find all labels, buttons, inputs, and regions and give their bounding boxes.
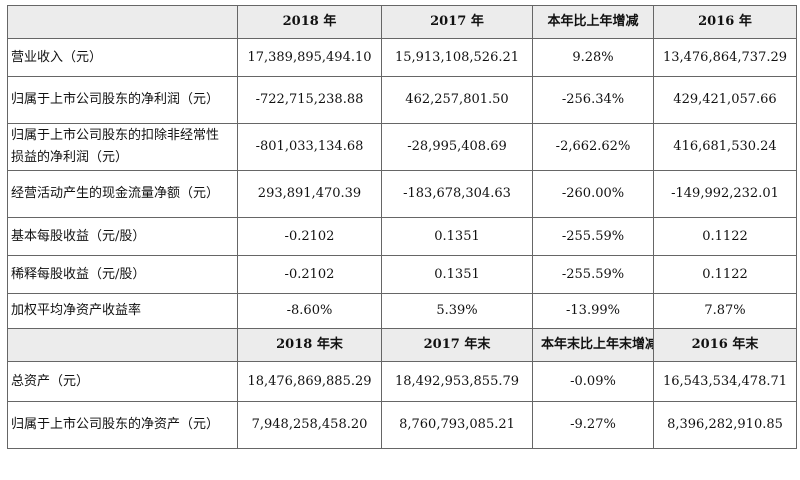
header-cell: 本年比上年增减 [532,5,654,39]
row-label: 总资产（元） [7,361,238,402]
value-cell: 7.87% [653,293,797,329]
header-cell: 2016 年 [653,5,797,39]
header-row-year-end: 2018 年末 2017 年末 本年末比上年末增减 2016 年末 [7,328,797,362]
value-cell: 293,891,470.39 [237,170,382,218]
value-cell: 0.1351 [381,255,533,294]
value-cell: -9.27% [532,401,654,449]
value-cell: 8,396,282,910.85 [653,401,797,449]
header-cell: 本年末比上年末增减 [532,328,654,362]
value-cell: 18,476,869,885.29 [237,361,382,402]
table-row: 加权平均净资产收益率 -8.60% 5.39% -13.99% 7.87% [7,293,797,329]
table-row: 归属于上市公司股东的净资产（元） 7,948,258,458.20 8,760,… [7,401,797,449]
value-cell: 5.39% [381,293,533,329]
value-cell: -2,662.62% [532,123,654,171]
table-row: 归属于上市公司股东的扣除非经常性损益的净利润（元） -801,033,134.6… [7,123,797,171]
value-cell: 7,948,258,458.20 [237,401,382,449]
header-cell: 2018 年末 [237,328,382,362]
value-cell: -28,995,408.69 [381,123,533,171]
value-cell: 416,681,530.24 [653,123,797,171]
header-blank-cell [7,328,238,362]
value-cell: 8,760,793,085.21 [381,401,533,449]
value-cell: 17,389,895,494.10 [237,38,382,77]
value-cell: 429,421,057.66 [653,76,797,124]
row-label: 基本每股收益（元/股） [7,217,238,256]
value-cell: -260.00% [532,170,654,218]
value-cell: -256.34% [532,76,654,124]
financial-summary-table: 2018 年 2017 年 本年比上年增减 2016 年 营业收入（元） 17,… [7,5,797,449]
header-cell: 2017 年 [381,5,533,39]
header-cell: 2018 年 [237,5,382,39]
header-blank-cell [7,5,238,39]
table-row: 归属于上市公司股东的净利润（元） -722,715,238.88 462,257… [7,76,797,124]
value-cell: -183,678,304.63 [381,170,533,218]
header-row-annual: 2018 年 2017 年 本年比上年增减 2016 年 [7,5,797,39]
value-cell: -0.2102 [237,255,382,294]
row-label: 加权平均净资产收益率 [7,293,238,329]
row-label: 稀释每股收益（元/股） [7,255,238,294]
value-cell: -801,033,134.68 [237,123,382,171]
value-cell: 13,476,864,737.29 [653,38,797,77]
financial-summary-sheet: 2018 年 2017 年 本年比上年增减 2016 年 营业收入（元） 17,… [7,5,797,475]
value-cell: -0.2102 [237,217,382,256]
header-cell: 2016 年末 [653,328,797,362]
row-label: 归属于上市公司股东的扣除非经常性损益的净利润（元） [7,123,238,171]
value-cell: 462,257,801.50 [381,76,533,124]
table-row: 营业收入（元） 17,389,895,494.10 15,913,108,526… [7,38,797,77]
table-row: 基本每股收益（元/股） -0.2102 0.1351 -255.59% 0.11… [7,217,797,256]
row-label: 营业收入（元） [7,38,238,77]
value-cell: 0.1122 [653,217,797,256]
table-row: 稀释每股收益（元/股） -0.2102 0.1351 -255.59% 0.11… [7,255,797,294]
value-cell: 15,913,108,526.21 [381,38,533,77]
value-cell: -13.99% [532,293,654,329]
table-row: 经营活动产生的现金流量净额（元） 293,891,470.39 -183,678… [7,170,797,218]
value-cell: 18,492,953,855.79 [381,361,533,402]
value-cell: -149,992,232.01 [653,170,797,218]
header-cell: 2017 年末 [381,328,533,362]
value-cell: -8.60% [237,293,382,329]
value-cell: 16,543,534,478.71 [653,361,797,402]
value-cell: 0.1351 [381,217,533,256]
value-cell: 0.1122 [653,255,797,294]
row-label: 归属于上市公司股东的净利润（元） [7,76,238,124]
row-label: 归属于上市公司股东的净资产（元） [7,401,238,449]
row-label: 经营活动产生的现金流量净额（元） [7,170,238,218]
value-cell: -255.59% [532,217,654,256]
value-cell: 9.28% [532,38,654,77]
value-cell: -0.09% [532,361,654,402]
table-row: 总资产（元） 18,476,869,885.29 18,492,953,855.… [7,361,797,402]
value-cell: -255.59% [532,255,654,294]
value-cell: -722,715,238.88 [237,76,382,124]
